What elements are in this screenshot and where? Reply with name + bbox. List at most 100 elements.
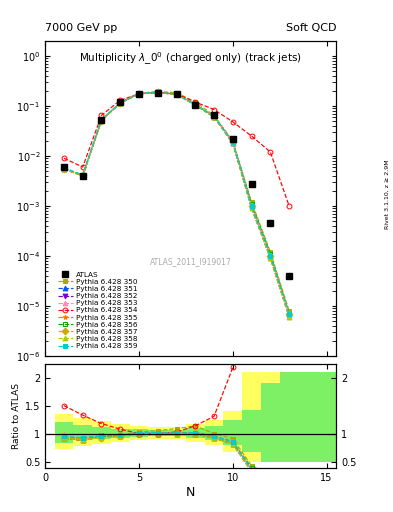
Pythia 6.428 353 — [287, 311, 292, 317]
ATLAS — [62, 164, 66, 170]
Text: 7000 GeV pp: 7000 GeV pp — [45, 23, 118, 33]
Pythia 6.428 355 — [287, 314, 292, 320]
Pythia 6.428 359 — [174, 91, 179, 97]
Pythia 6.428 359 — [155, 89, 160, 95]
ATLAS — [174, 91, 179, 97]
Pythia 6.428 358 — [212, 114, 217, 120]
Pythia 6.428 357 — [137, 91, 141, 97]
Line: ATLAS: ATLAS — [61, 89, 292, 279]
Pythia 6.428 357 — [212, 114, 217, 120]
ATLAS — [118, 99, 123, 105]
Pythia 6.428 356 — [155, 89, 160, 95]
Pythia 6.428 354 — [118, 97, 123, 103]
Pythia 6.428 354 — [174, 91, 179, 97]
Pythia 6.428 358 — [287, 314, 292, 320]
Pythia 6.428 354 — [193, 99, 198, 105]
Line: Pythia 6.428 351: Pythia 6.428 351 — [62, 90, 292, 316]
Pythia 6.428 356 — [62, 166, 66, 172]
Text: ATLAS_2011_I919017: ATLAS_2011_I919017 — [150, 257, 231, 266]
Pythia 6.428 351 — [155, 90, 160, 96]
ATLAS — [193, 102, 198, 108]
Pythia 6.428 351 — [193, 102, 198, 108]
Pythia 6.428 359 — [268, 253, 273, 259]
Pythia 6.428 355 — [99, 117, 104, 123]
ATLAS — [230, 136, 235, 142]
Pythia 6.428 354 — [62, 155, 66, 161]
Pythia 6.428 358 — [137, 91, 141, 97]
Pythia 6.428 355 — [174, 91, 179, 97]
Pythia 6.428 350 — [249, 199, 254, 205]
Pythia 6.428 352 — [212, 114, 217, 120]
Pythia 6.428 352 — [137, 91, 141, 97]
Pythia 6.428 355 — [137, 91, 141, 97]
Pythia 6.428 350 — [287, 308, 292, 314]
Pythia 6.428 353 — [62, 164, 66, 170]
Pythia 6.428 350 — [137, 90, 141, 96]
ATLAS — [287, 273, 292, 279]
Pythia 6.428 359 — [99, 117, 104, 123]
Pythia 6.428 350 — [230, 138, 235, 144]
Pythia 6.428 350 — [155, 89, 160, 95]
Pythia 6.428 359 — [118, 100, 123, 106]
Pythia 6.428 358 — [155, 90, 160, 96]
Pythia 6.428 352 — [155, 90, 160, 96]
Legend: ATLAS, Pythia 6.428 350, Pythia 6.428 351, Pythia 6.428 352, Pythia 6.428 353, P: ATLAS, Pythia 6.428 350, Pythia 6.428 35… — [57, 272, 138, 349]
Y-axis label: Ratio to ATLAS: Ratio to ATLAS — [12, 383, 21, 449]
Pythia 6.428 352 — [80, 173, 85, 179]
Line: Pythia 6.428 356: Pythia 6.428 356 — [62, 90, 292, 316]
Pythia 6.428 358 — [249, 205, 254, 211]
Pythia 6.428 353 — [268, 253, 273, 259]
Pythia 6.428 358 — [62, 166, 66, 172]
Pythia 6.428 359 — [137, 91, 141, 97]
Pythia 6.428 358 — [193, 102, 198, 108]
Line: Pythia 6.428 352: Pythia 6.428 352 — [62, 90, 292, 319]
ATLAS — [80, 173, 85, 179]
Pythia 6.428 351 — [287, 311, 292, 317]
Line: Pythia 6.428 353: Pythia 6.428 353 — [62, 90, 292, 316]
Pythia 6.428 354 — [137, 91, 141, 97]
Text: Rivet 3.1.10, z ≥ 2.9M: Rivet 3.1.10, z ≥ 2.9M — [385, 160, 389, 229]
Pythia 6.428 351 — [212, 114, 217, 120]
Pythia 6.428 356 — [118, 100, 123, 106]
Pythia 6.428 356 — [80, 172, 85, 178]
Pythia 6.428 351 — [137, 91, 141, 97]
Pythia 6.428 354 — [99, 112, 104, 118]
Pythia 6.428 356 — [174, 91, 179, 97]
Pythia 6.428 357 — [193, 102, 198, 108]
Pythia 6.428 354 — [287, 203, 292, 209]
Pythia 6.428 352 — [287, 314, 292, 320]
X-axis label: N: N — [186, 486, 195, 499]
Pythia 6.428 359 — [212, 113, 217, 119]
Text: Soft QCD: Soft QCD — [286, 23, 336, 33]
Pythia 6.428 356 — [99, 117, 104, 123]
Pythia 6.428 353 — [174, 91, 179, 97]
Pythia 6.428 357 — [230, 139, 235, 145]
Pythia 6.428 359 — [80, 172, 85, 178]
Pythia 6.428 353 — [193, 101, 198, 108]
Pythia 6.428 352 — [230, 140, 235, 146]
Pythia 6.428 351 — [249, 203, 254, 209]
Pythia 6.428 352 — [249, 205, 254, 211]
Pythia 6.428 350 — [62, 166, 66, 172]
Pythia 6.428 357 — [268, 253, 273, 259]
Pythia 6.428 358 — [174, 91, 179, 97]
Pythia 6.428 353 — [80, 173, 85, 179]
Pythia 6.428 355 — [193, 102, 198, 108]
Line: Pythia 6.428 354: Pythia 6.428 354 — [62, 90, 292, 208]
Pythia 6.428 350 — [99, 117, 104, 123]
Pythia 6.428 353 — [137, 91, 141, 97]
Pythia 6.428 350 — [193, 99, 198, 105]
Pythia 6.428 352 — [174, 91, 179, 97]
Pythia 6.428 350 — [212, 112, 217, 118]
ATLAS — [99, 117, 104, 123]
Line: Pythia 6.428 358: Pythia 6.428 358 — [62, 90, 292, 319]
Pythia 6.428 356 — [212, 113, 217, 119]
Line: Pythia 6.428 350: Pythia 6.428 350 — [62, 89, 292, 313]
Pythia 6.428 351 — [62, 166, 66, 172]
Pythia 6.428 357 — [118, 100, 123, 106]
Line: Pythia 6.428 357: Pythia 6.428 357 — [62, 90, 292, 316]
Pythia 6.428 359 — [230, 139, 235, 145]
Pythia 6.428 357 — [155, 89, 160, 95]
Pythia 6.428 353 — [249, 203, 254, 209]
Pythia 6.428 354 — [230, 119, 235, 125]
